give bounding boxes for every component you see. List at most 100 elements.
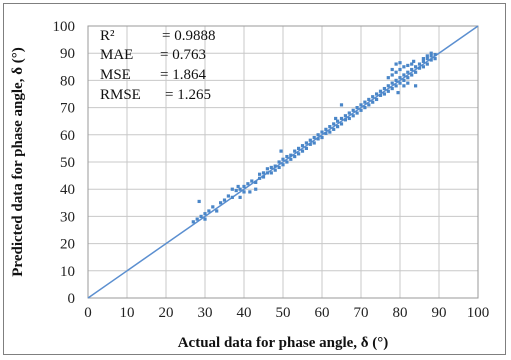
- data-point: [191, 220, 195, 224]
- data-point: [197, 199, 201, 204]
- data-point: [339, 103, 344, 107]
- x-tick-label: 20: [159, 305, 174, 321]
- data-point: [339, 116, 344, 121]
- data-point: [382, 92, 386, 96]
- data-point: [269, 165, 273, 170]
- data-point: [406, 63, 410, 68]
- data-point: [211, 205, 215, 209]
- data-point: [269, 171, 273, 175]
- y-tick-label: 10: [60, 264, 75, 280]
- stat-label-mae: MAE: [100, 47, 133, 63]
- reference-line: [87, 25, 479, 299]
- y-tick-label: 20: [60, 237, 75, 253]
- data-point: [234, 188, 238, 193]
- data-point: [277, 160, 281, 164]
- data-point: [334, 116, 338, 121]
- data-point: [265, 167, 269, 171]
- stat-label-rmse: RMSE: [100, 87, 141, 103]
- data-point: [203, 217, 207, 221]
- data-point: [382, 86, 386, 91]
- data-point: [289, 157, 293, 161]
- data-point: [328, 125, 332, 129]
- data-point: [246, 182, 250, 186]
- data-point: [421, 57, 425, 61]
- x-tick-label: 100: [467, 305, 490, 321]
- data-point: [417, 62, 422, 66]
- data-point: [277, 165, 281, 170]
- data-point: [297, 152, 301, 156]
- y-tick-label: 40: [60, 182, 75, 198]
- data-point: [336, 119, 340, 123]
- data-point: [433, 57, 437, 61]
- y-tick-label: 60: [60, 128, 75, 144]
- x-tick-label: 0: [84, 305, 92, 321]
- data-point: [398, 81, 402, 85]
- data-point: [398, 76, 402, 80]
- y-tick-label: 100: [53, 19, 76, 35]
- data-point: [390, 67, 394, 72]
- data-point: [226, 194, 230, 198]
- data-point: [261, 171, 266, 175]
- data-point: [390, 73, 394, 77]
- data-point: [406, 81, 410, 85]
- data-point: [351, 108, 355, 112]
- data-point: [219, 201, 223, 205]
- data-point: [230, 195, 234, 199]
- data-point: [359, 108, 363, 112]
- stats-box: R² = 0.9888 MAE = 0.763 MSE = 1.864 RMSE…: [100, 28, 215, 103]
- data-point: [293, 154, 297, 159]
- data-point: [414, 84, 418, 88]
- data-point: [300, 144, 305, 148]
- data-point: [378, 93, 383, 97]
- y-tick-label: 80: [60, 73, 75, 89]
- data-point: [195, 217, 199, 221]
- data-point: [279, 149, 283, 153]
- data-point: [248, 190, 252, 194]
- data-point: [308, 138, 312, 142]
- data-point: [236, 184, 240, 189]
- data-point: [398, 61, 402, 65]
- data-point: [265, 171, 269, 175]
- data-point: [238, 195, 242, 199]
- data-point: [425, 54, 429, 58]
- y-tick-label: 30: [60, 209, 75, 225]
- data-point: [367, 97, 371, 102]
- data-point: [316, 137, 320, 141]
- data-point: [355, 106, 359, 110]
- data-point: [312, 141, 316, 145]
- data-point: [281, 157, 285, 161]
- data-point: [394, 78, 398, 82]
- stat-value-mae: = 0.763: [160, 47, 206, 63]
- data-point: [261, 175, 266, 179]
- data-point: [363, 106, 367, 110]
- data-point: [312, 135, 316, 140]
- y-tick-label: 0: [68, 291, 76, 307]
- data-point: [402, 84, 406, 88]
- data-point: [394, 84, 398, 88]
- data-point: [414, 70, 418, 74]
- y-tick-label: 70: [60, 101, 75, 117]
- data-point: [207, 209, 211, 213]
- data-point: [421, 59, 425, 63]
- data-point: [386, 76, 390, 80]
- data-point: [250, 179, 254, 183]
- data-point: [386, 89, 390, 93]
- data-point: [332, 127, 336, 131]
- data-point: [203, 212, 207, 216]
- data-point: [398, 67, 402, 72]
- data-point: [406, 76, 410, 80]
- data-point: [328, 130, 332, 134]
- data-point: [215, 209, 219, 213]
- y-axis-label: Predicted data for phase angle, δ (°): [10, 47, 26, 276]
- stat-value-rmse: = 1.265: [165, 87, 211, 103]
- data-point: [304, 141, 308, 145]
- x-tick-label: 30: [198, 305, 213, 321]
- x-tick-label: 60: [315, 305, 330, 321]
- data-point: [396, 91, 400, 95]
- data-point: [304, 146, 308, 150]
- data-point: [254, 180, 258, 184]
- data-point: [375, 92, 379, 96]
- data-point: [378, 89, 383, 93]
- data-point: [390, 81, 394, 85]
